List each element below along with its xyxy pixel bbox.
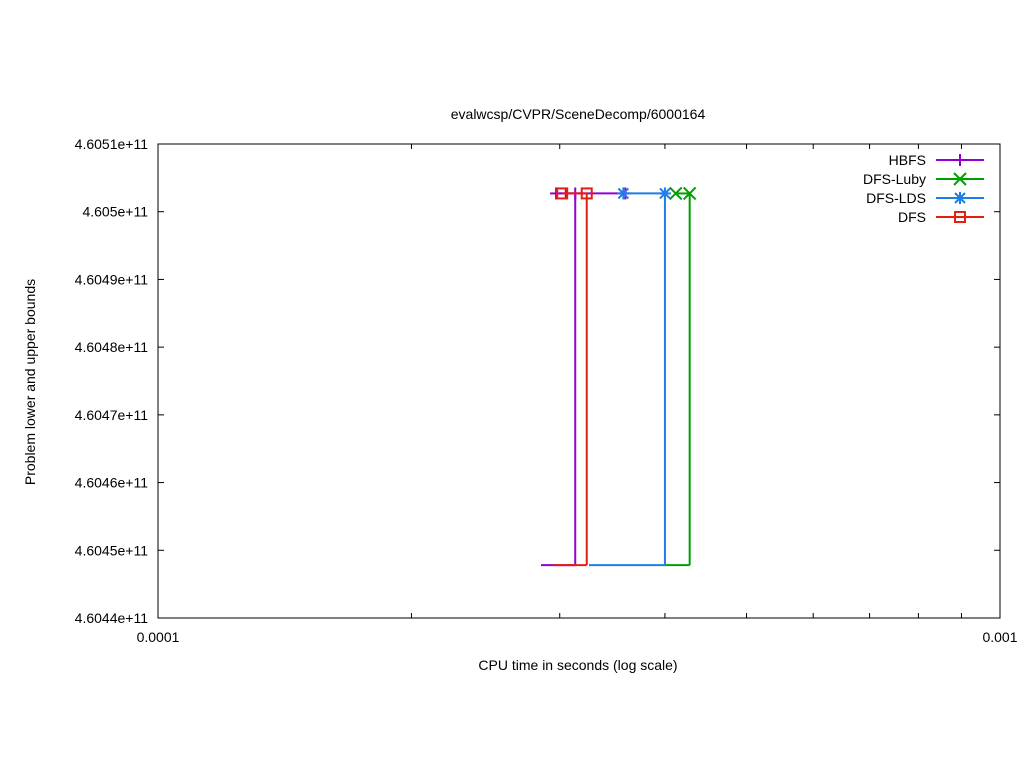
legend-label: DFS (898, 209, 926, 225)
plot-border (157, 143, 1001, 619)
data-point (617, 187, 630, 200)
y-tick-label: 4.6046e+11 (75, 475, 149, 491)
series-dfs-lds (589, 187, 671, 567)
legend-marker (954, 192, 966, 204)
y-tick-label: 4.6048e+11 (75, 339, 149, 355)
legend-item-dfs-luby: DFS-Luby (863, 171, 984, 187)
x-tick-label: 0.001 (982, 629, 1017, 645)
x-axis: 0.0001 0.001 (137, 144, 1018, 645)
y-tick-label: 4.605e+11 (82, 204, 148, 220)
y-tick-label: 4.6047e+11 (75, 407, 149, 423)
data-point (658, 187, 671, 200)
legend-marker (954, 154, 966, 166)
chart-title: evalwcsp/CVPR/SceneDecomp/6000164 (451, 106, 706, 122)
series-layer (540, 186, 697, 567)
x-tick-label: 0.0001 (137, 629, 180, 645)
x-axis-label: CPU time in seconds (log scale) (478, 657, 677, 673)
legend-marker (953, 172, 967, 186)
data-point (580, 187, 593, 200)
legend: HBFS DFS-Luby DFS-LDS DFS (863, 152, 984, 225)
series-dfs-luby (664, 186, 697, 567)
data-point (669, 186, 683, 201)
legend-label: DFS-Luby (863, 171, 926, 187)
legend-label: HBFS (889, 152, 926, 168)
y-tick-label: 4.6045e+11 (75, 542, 149, 558)
y-axis: 4.6044e+11 4.6045e+11 4.6046e+11 4.6047e+11… (75, 136, 1000, 626)
plot-area (157, 143, 1001, 619)
y-tick-label: 4.6051e+11 (75, 136, 149, 152)
legend-item-hbfs: HBFS (889, 152, 984, 168)
legend-item-dfs: DFS (898, 209, 984, 225)
y-tick-label: 4.6049e+11 (75, 271, 149, 287)
legend-marker (954, 211, 966, 223)
legend-item-dfs-lds: DFS-LDS (866, 190, 984, 206)
data-point (556, 187, 569, 200)
legend-label: DFS-LDS (866, 190, 926, 206)
series-dfs (553, 187, 593, 567)
y-tick-label: 4.6044e+11 (75, 610, 149, 626)
data-point (682, 186, 697, 201)
y-axis-label: Problem lower and upper bounds (22, 279, 38, 485)
